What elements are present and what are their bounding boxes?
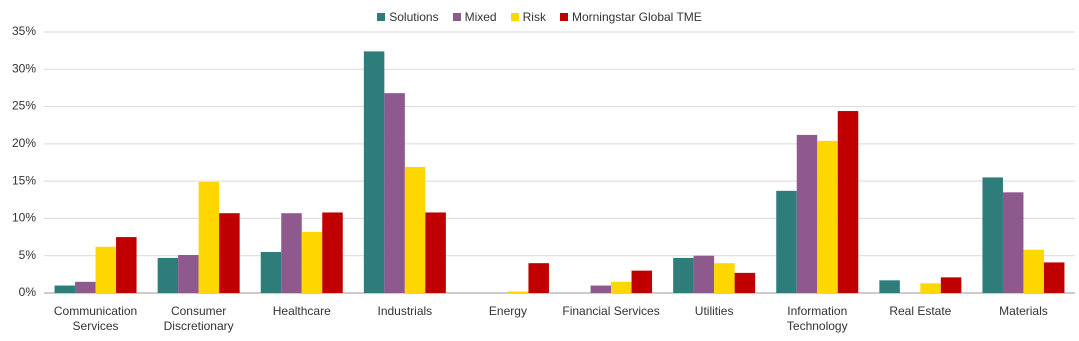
x-tick-label: Energy xyxy=(488,304,527,318)
legend-label: Risk xyxy=(522,10,546,24)
y-tick-label: 5% xyxy=(19,248,37,262)
y-tick-label: 25% xyxy=(12,99,36,113)
legend-swatch xyxy=(510,13,519,21)
bar xyxy=(590,285,612,293)
bar xyxy=(75,281,96,293)
legend-label: Solutions xyxy=(389,10,439,24)
bar xyxy=(611,281,632,293)
legend-item: Mixed xyxy=(452,10,497,24)
x-tick-label: Financial Services xyxy=(562,304,660,318)
legend-label: Morningstar Global TME xyxy=(571,10,702,24)
legend-item: Morningstar Global TME xyxy=(559,10,702,24)
x-tick-label: Consumer Discretionary xyxy=(163,304,234,333)
bar xyxy=(631,270,653,293)
y-tick-label: 20% xyxy=(12,136,36,150)
bar xyxy=(1002,192,1024,293)
bar xyxy=(301,231,323,293)
legend-label: Mixed xyxy=(464,10,497,24)
bar xyxy=(507,291,529,293)
bar xyxy=(281,213,302,293)
bar xyxy=(734,272,756,293)
x-tick-label: Information Technology xyxy=(786,304,848,333)
y-tick-label: 0% xyxy=(19,285,37,299)
bar xyxy=(714,263,735,293)
bar xyxy=(982,177,1003,293)
bar xyxy=(817,140,838,293)
legend: Solutions Mixed Risk Morningstar Global TME xyxy=(0,10,1079,24)
bar xyxy=(95,246,117,293)
bar xyxy=(404,166,426,293)
bar xyxy=(879,280,900,293)
bar xyxy=(796,134,818,293)
bar xyxy=(1043,262,1065,293)
x-tick-label: Utilities xyxy=(694,304,734,318)
y-tick-label: 15% xyxy=(12,173,36,187)
legend-swatch xyxy=(452,13,461,21)
bar xyxy=(693,255,715,293)
bar xyxy=(116,237,137,293)
y-tick-label: 35% xyxy=(12,24,36,38)
bar xyxy=(260,251,282,293)
bar xyxy=(178,254,199,293)
x-tick-label: Materials xyxy=(999,304,1048,318)
x-tick-label: Real Estate xyxy=(889,304,952,318)
bar xyxy=(363,51,385,293)
legend-item: Risk xyxy=(510,10,546,24)
bar xyxy=(940,277,962,293)
bar xyxy=(920,283,941,293)
bar xyxy=(198,181,220,293)
y-tick-label: 30% xyxy=(12,61,36,75)
bar xyxy=(157,257,179,293)
bar xyxy=(425,212,446,293)
bar xyxy=(384,93,405,293)
y-tick-label: 10% xyxy=(12,211,36,225)
bar xyxy=(528,263,549,293)
bar xyxy=(776,190,797,293)
bar xyxy=(1023,249,1044,293)
x-tick-label: Healthcare xyxy=(272,304,331,318)
x-tick-label: Industrials xyxy=(377,304,433,318)
bar xyxy=(322,212,343,293)
legend-swatch xyxy=(377,13,386,21)
bar xyxy=(219,213,240,293)
bar xyxy=(673,257,694,293)
bar xyxy=(54,285,76,293)
x-tick-label: Communication Services xyxy=(53,304,138,333)
bar xyxy=(837,111,859,293)
legend-swatch xyxy=(559,13,568,21)
legend-item: Solutions xyxy=(377,10,439,24)
